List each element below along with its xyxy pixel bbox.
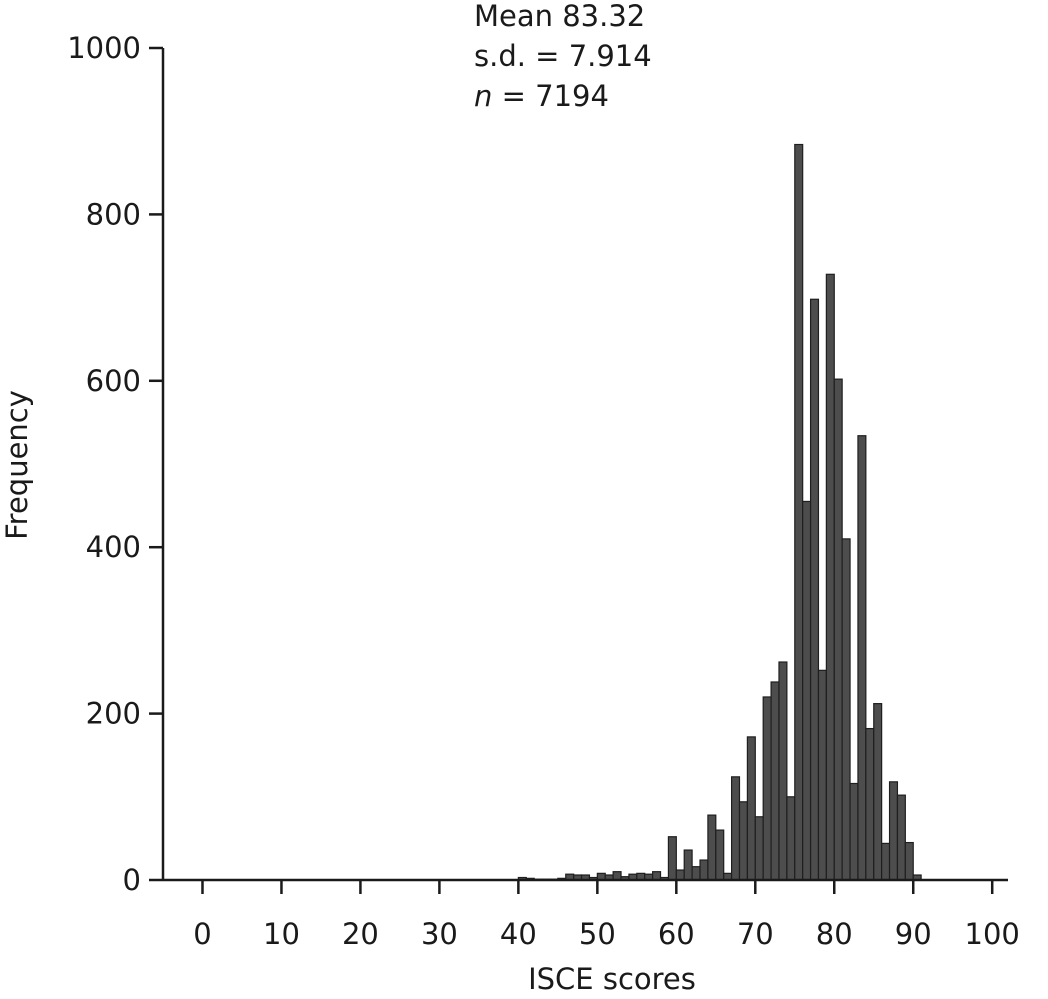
x-tick-label-20: 20 xyxy=(342,917,379,951)
x-tick-label-100: 100 xyxy=(965,917,1020,951)
histogram-bar-64 xyxy=(707,814,717,881)
histogram-bar-77 xyxy=(809,298,820,881)
y-tick-label-200: 200 xyxy=(86,697,141,731)
annotation-n-value: = 7194 xyxy=(492,79,609,113)
annotation-n-symbol: n xyxy=(474,79,492,113)
histogram-bar-89 xyxy=(904,841,914,881)
histogram-bar-59 xyxy=(667,836,677,881)
histogram-bar-82 xyxy=(849,782,859,881)
histogram-bar-65 xyxy=(715,829,725,881)
histogram-bar-86 xyxy=(881,842,891,881)
annotation-mean: Mean 83.32 xyxy=(474,0,645,33)
y-tick-label-800: 800 xyxy=(86,197,141,231)
histogram-bar-79 xyxy=(825,273,835,881)
histogram-bar-76 xyxy=(802,500,812,881)
histogram-bar-83 xyxy=(857,435,867,881)
histogram-bar-69 xyxy=(746,736,756,881)
histogram-bar-68 xyxy=(738,801,748,881)
x-tick-label-60: 60 xyxy=(658,917,695,951)
x-tick-label-30: 30 xyxy=(421,917,458,951)
histogram-bar-84 xyxy=(865,727,875,881)
y-axis-title: Frequency xyxy=(0,390,34,540)
y-tick-label-0: 0 xyxy=(123,863,141,897)
histogram-bar-60 xyxy=(675,869,685,881)
histogram-bar-63 xyxy=(699,859,709,881)
x-tick-label-10: 10 xyxy=(263,917,300,951)
x-tick-label-80: 80 xyxy=(816,917,853,951)
histogram-bar-80 xyxy=(833,378,843,881)
x-tick-label-90: 90 xyxy=(895,917,932,951)
histogram-bar-75 xyxy=(794,143,804,881)
histogram-bar-70 xyxy=(754,816,764,881)
y-ticks-group: 0 200 400 600 800 1000 xyxy=(67,31,163,897)
histogram-bar-73 xyxy=(778,661,788,881)
histogram-bar-81 xyxy=(841,538,851,881)
x-tick-label-40: 40 xyxy=(500,917,537,951)
histogram-bar-61 xyxy=(683,849,693,881)
x-tick-label-50: 50 xyxy=(579,917,616,951)
x-ticks-group: 0 10 20 30 40 50 60 70 80 90 100 xyxy=(193,880,1020,951)
y-tick-label-400: 400 xyxy=(86,530,141,564)
histogram-bar-85 xyxy=(873,703,883,881)
histogram-bar-78 xyxy=(817,669,827,881)
x-tick-label-70: 70 xyxy=(737,917,774,951)
histogram-bar-87 xyxy=(888,781,899,881)
annotation-sd: s.d. = 7.914 xyxy=(474,39,652,73)
annotation-n: n = 7194 xyxy=(474,79,609,113)
x-tick-label-0: 0 xyxy=(193,917,211,951)
bars-group xyxy=(517,143,922,881)
y-tick-label-600: 600 xyxy=(86,364,141,398)
axes-group xyxy=(161,48,1008,882)
histogram-bar-88 xyxy=(896,794,906,881)
histogram-bar-62 xyxy=(691,866,701,881)
histogram-bar-71 xyxy=(762,696,772,881)
histogram-bar-72 xyxy=(770,681,780,881)
y-tick-label-1000: 1000 xyxy=(67,31,141,65)
histogram-bar-67 xyxy=(730,776,741,881)
histogram-bar-74 xyxy=(786,796,796,881)
x-axis-title: ISCE scores xyxy=(528,962,696,996)
